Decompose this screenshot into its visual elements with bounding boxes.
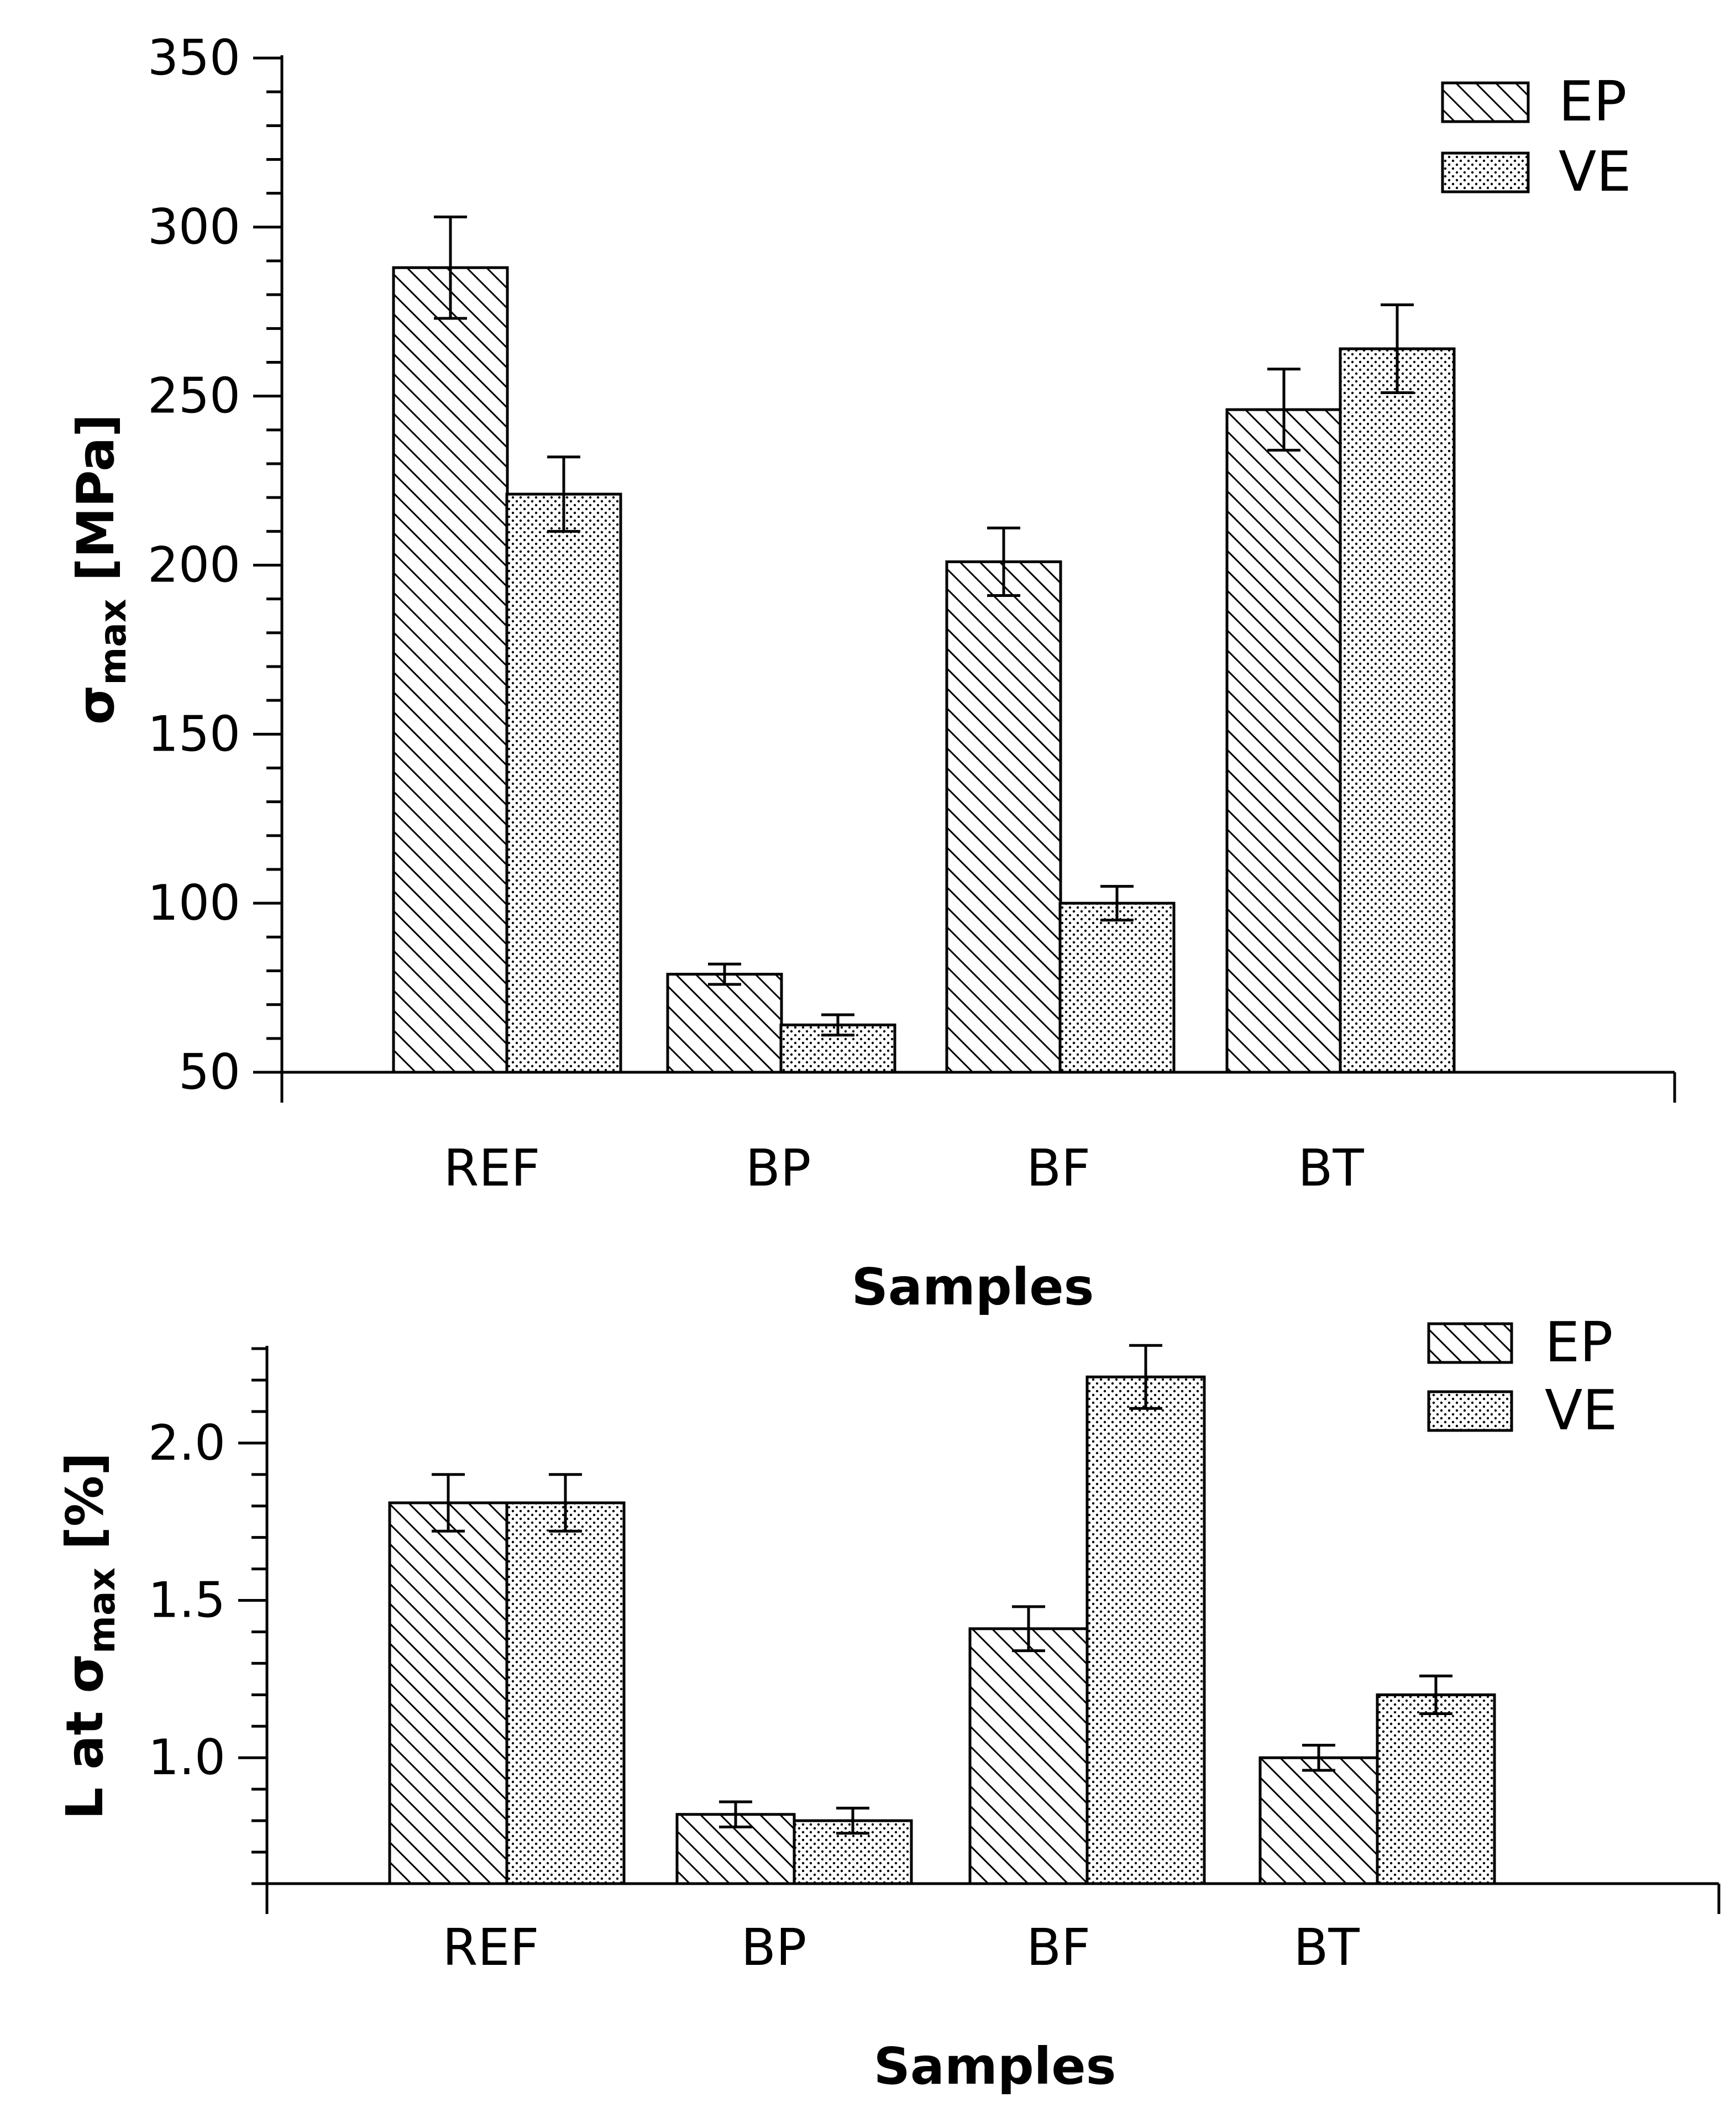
legend-label-ep: EP bbox=[1559, 69, 1627, 134]
legend-label-ve: VE bbox=[1545, 1378, 1618, 1443]
strength-chart: 50 100 150 200 250 300 350 REF BP BF BT Samples σmax… bbox=[66, 29, 1676, 1317]
y-axis-title: σmax [MPa] bbox=[66, 414, 134, 725]
error-bar-ve-bf bbox=[1100, 885, 1134, 922]
error-bar-ve-ref bbox=[547, 455, 580, 533]
bar-ve-bf bbox=[1085, 1375, 1206, 1885]
x-axis-title: Samples bbox=[874, 2037, 1116, 2096]
bar-ep-bf bbox=[968, 1627, 1089, 1885]
x-tick-label-bt: BT bbox=[1298, 1139, 1364, 1198]
x-axis-title: Samples bbox=[852, 1257, 1094, 1317]
y-tick-label: 350 bbox=[148, 29, 240, 86]
bar-ep-bf bbox=[945, 560, 1062, 1074]
y-tick-label: 250 bbox=[148, 368, 240, 424]
legend-swatch-ep bbox=[1427, 1322, 1513, 1364]
x-tick-label-bf: BF bbox=[1026, 1918, 1090, 1977]
elongation-chart: 1.0 1.5 2.0 REF BP BF BT Samples L at σmax [%] EP… bbox=[55, 1310, 1721, 2096]
x-tick-label-bt: BT bbox=[1293, 1918, 1360, 1977]
y-tick-label: 2.0 bbox=[148, 1414, 225, 1471]
y-tick-label: 300 bbox=[148, 198, 240, 255]
bar-ve-bf bbox=[1058, 901, 1176, 1074]
legend-swatch-ve bbox=[1441, 151, 1530, 193]
y-tick-label: 1.0 bbox=[148, 1729, 225, 1786]
bar-ve-bp bbox=[779, 1023, 896, 1074]
error-bar-ve-bf bbox=[1129, 1344, 1162, 1410]
legend-label-ep: EP bbox=[1545, 1310, 1613, 1375]
error-bar-ve-bt bbox=[1381, 303, 1414, 395]
bar-ve-bt bbox=[1376, 1693, 1496, 1885]
error-bar-ep-ref bbox=[434, 215, 467, 320]
error-bar-ep-ref bbox=[432, 1473, 465, 1533]
legend-label-ve: VE bbox=[1559, 139, 1632, 204]
error-bar-ep-bf bbox=[987, 526, 1020, 597]
y-tick-label: 100 bbox=[148, 874, 240, 931]
x-tick-label-ref: REF bbox=[444, 1139, 541, 1198]
legend-swatch-ve bbox=[1427, 1390, 1513, 1432]
error-bar-ep-bp bbox=[708, 962, 741, 986]
x-tick-label-bp: BP bbox=[741, 1918, 807, 1977]
bar-ve-ref bbox=[505, 492, 622, 1074]
bar-ep-bp bbox=[666, 973, 783, 1074]
bar-ep-ref bbox=[392, 266, 509, 1074]
error-bar-ep-bt bbox=[1267, 368, 1300, 452]
y-tick-label: 200 bbox=[148, 537, 240, 594]
bar-ep-ref bbox=[388, 1501, 508, 1885]
error-bar-ve-bp bbox=[821, 1013, 854, 1037]
y-tick-label: 150 bbox=[148, 705, 240, 762]
x-tick-label-bp: BP bbox=[746, 1139, 811, 1198]
bar-ve-ref bbox=[505, 1501, 626, 1885]
x-tick-label-bf: BF bbox=[1026, 1139, 1090, 1198]
error-bar-ve-bt bbox=[1419, 1674, 1452, 1716]
x-tick-label-ref: REF bbox=[443, 1918, 539, 1977]
error-bar-ve-ref bbox=[549, 1473, 582, 1533]
bar-ep-bt bbox=[1225, 408, 1342, 1074]
bar-ep-bt bbox=[1258, 1756, 1379, 1885]
y-tick-label: 50 bbox=[179, 1044, 240, 1100]
y-axis-title: L at σmax [%] bbox=[55, 1453, 123, 1820]
error-bar-ep-bf bbox=[1012, 1605, 1045, 1653]
bar-ve-bt bbox=[1339, 347, 1456, 1074]
error-bar-ve-bp bbox=[836, 1806, 869, 1835]
y-tick-label: 1.5 bbox=[148, 1572, 225, 1629]
legend-swatch-ep bbox=[1441, 81, 1530, 123]
error-bar-ep-bt bbox=[1302, 1743, 1335, 1772]
error-bar-ep-bp bbox=[719, 1800, 752, 1829]
